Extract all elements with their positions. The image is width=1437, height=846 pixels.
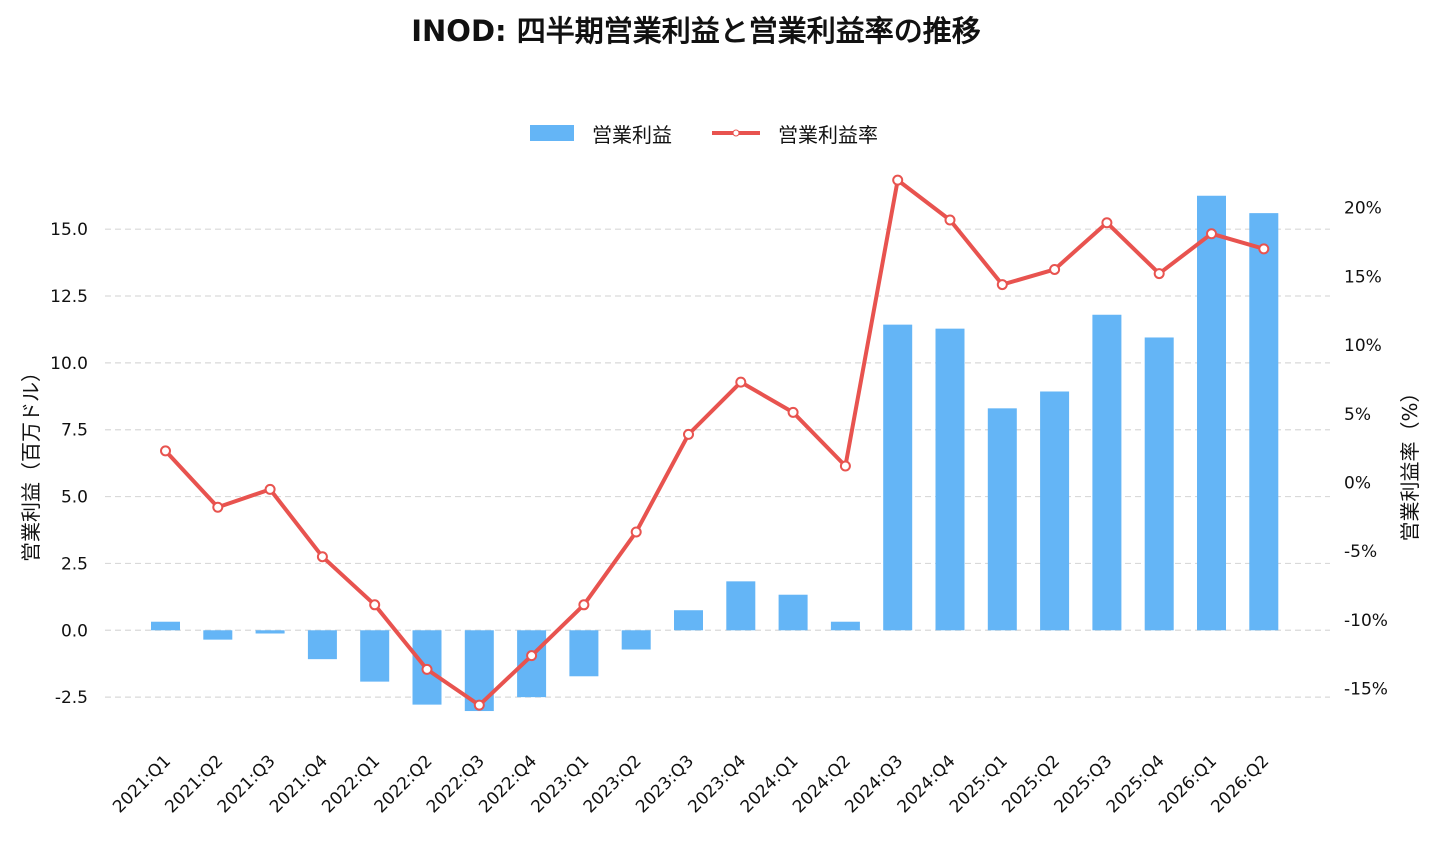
- line-path: [164, 178, 1265, 708]
- bar: [883, 324, 913, 631]
- right-tick-label: -5%: [1344, 542, 1377, 562]
- left-axis-title: 営業利益（百万ドル）: [19, 362, 43, 562]
- bar: [1249, 213, 1279, 631]
- bar: [621, 630, 651, 650]
- bar: [778, 594, 808, 631]
- line-point: [996, 279, 1008, 291]
- bar: [1144, 337, 1174, 631]
- bar: [360, 630, 390, 682]
- left-tick-label: 15.0: [50, 220, 88, 240]
- line-point: [473, 699, 485, 711]
- grid-lines: [105, 228, 1330, 698]
- bar: [151, 621, 180, 631]
- line-point: [1101, 217, 1113, 229]
- line-point: [683, 428, 694, 440]
- line-point: [212, 501, 224, 513]
- bar: [255, 630, 285, 634]
- bar: [726, 581, 756, 631]
- right-tick-label: 0%: [1344, 473, 1371, 493]
- line-point: [787, 406, 799, 418]
- line-point: [944, 214, 956, 226]
- line-point: [1153, 268, 1165, 280]
- legend-bar-swatch: [530, 125, 574, 141]
- right-axis-title: 営業利益率（%）: [1398, 382, 1422, 541]
- legend: 営業利益 営業利益率: [530, 118, 918, 148]
- right-tick-label: -10%: [1344, 611, 1388, 631]
- line-point: [1049, 263, 1061, 275]
- line-point: [578, 599, 590, 611]
- right-tick-label: 15%: [1344, 267, 1382, 287]
- right-tick-label: 5%: [1344, 405, 1371, 425]
- right-tick-label: 20%: [1344, 199, 1382, 219]
- left-tick-label: 7.5: [61, 421, 88, 441]
- line-point: [839, 460, 851, 472]
- right-tick-label: -15%: [1344, 680, 1388, 700]
- bar: [203, 630, 233, 640]
- left-axis-ticks: -2.5 0.0 2.5 5.0 7.5 10.0 12.5 15.0: [50, 220, 88, 708]
- left-tick-label: 12.5: [50, 287, 88, 307]
- left-tick-label: 0.0: [61, 621, 88, 641]
- left-tick-label: 10.0: [50, 354, 88, 374]
- x-axis-ticks: 2021:Q12021:Q22021:Q32021:Q42022:Q12022:…: [109, 751, 1273, 817]
- line-point: [264, 483, 276, 495]
- legend-bar-label: 営業利益: [592, 122, 672, 147]
- legend-line-swatch: [712, 129, 760, 137]
- bar: [307, 630, 337, 660]
- legend-line-label: 営業利益率: [778, 122, 878, 147]
- line-point: [892, 174, 904, 186]
- line-point: [369, 599, 381, 611]
- x-tick-label: 2026:Q2: [1207, 751, 1273, 817]
- line-point: [526, 650, 538, 662]
- bar: [569, 630, 599, 677]
- line-point: [316, 551, 328, 563]
- bar: [1092, 314, 1122, 631]
- left-tick-label: -2.5: [55, 688, 88, 708]
- bar: [935, 328, 965, 631]
- line-point: [630, 526, 642, 538]
- legend-item-line: 営業利益率: [712, 119, 878, 148]
- bar: [1040, 391, 1070, 631]
- bar: [830, 621, 860, 631]
- bar: [674, 610, 703, 631]
- line-point: [735, 376, 747, 388]
- right-axis-ticks: -15% -10% -5% 0% 5% 10% 15% 20%: [1344, 199, 1388, 700]
- chart-title: INOD: 四半期営業利益と営業利益率の推移: [411, 14, 981, 48]
- left-tick-label: 2.5: [61, 554, 88, 574]
- bar: [987, 408, 1017, 631]
- line-point: [1258, 243, 1270, 255]
- line-series: [160, 174, 1270, 711]
- line-point: [421, 663, 433, 675]
- bar: [1197, 195, 1226, 631]
- left-tick-label: 5.0: [61, 488, 88, 508]
- line-point: [160, 445, 171, 457]
- legend-item-bar: 営業利益: [530, 119, 672, 148]
- bar-series: [151, 195, 1279, 712]
- line-point: [1206, 228, 1217, 240]
- right-tick-label: 10%: [1344, 336, 1382, 356]
